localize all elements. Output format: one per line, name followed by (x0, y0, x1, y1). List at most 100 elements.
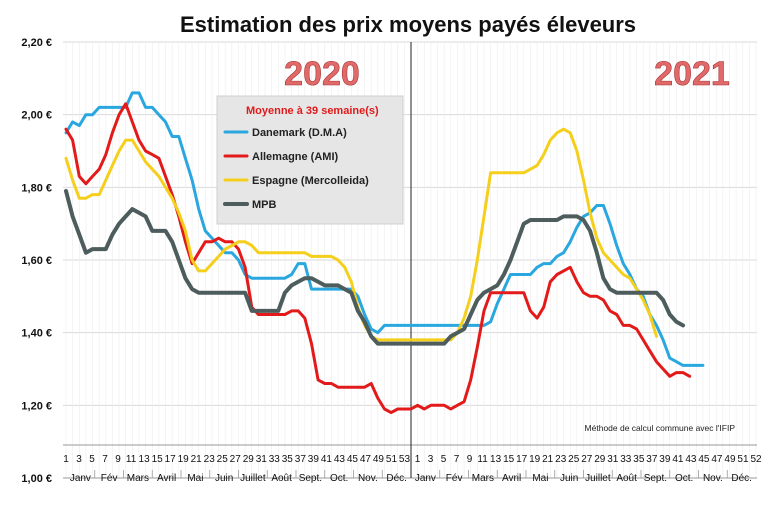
method-note: Méthode de calcul commune avec l'IFIP (585, 423, 736, 433)
x-tick-label: 7 (102, 454, 108, 465)
x-tick-label: 5 (441, 454, 447, 465)
grid-lines (63, 41, 757, 479)
month-label: Oct. (675, 473, 693, 484)
x-tick-label: 41 (321, 454, 333, 465)
x-tick-label: 37 (295, 454, 307, 465)
x-tick-label: 49 (724, 454, 736, 465)
x-tick-label: 25 (217, 454, 229, 465)
year-label-2021: 2021 (654, 55, 730, 93)
x-tick-label: 1 (63, 454, 69, 465)
month-label: Mai (187, 473, 203, 484)
x-tick-label: 41 (672, 454, 684, 465)
x-tick-label: 31 (607, 454, 619, 465)
y-tick-label: 1,80 € (21, 182, 52, 194)
y-tick-label: 1,40 € (21, 328, 52, 340)
x-tick-label: 19 (178, 454, 190, 465)
x-axis: 1 3 5 7 9 11 13 15 17 19 21 23 25 27 29 31 33 35 37 39 41 43 4… (63, 444, 762, 484)
x-tick-label: 25 (568, 454, 580, 465)
x-tick-label: 3 (76, 454, 82, 465)
year-label-2020: 2020 (284, 55, 360, 93)
month-label: Nov. (703, 473, 723, 484)
month-label: Mai (532, 473, 548, 484)
y-tick-label: 2,00 € (21, 110, 52, 122)
x-tick-label: 43 (685, 454, 697, 465)
legend-label: Danemark (D.M.A) (252, 127, 347, 139)
x-tick-label: 15 (503, 454, 515, 465)
legend: Moyenne à 39 semaine(s) Danemark (D.M.A)… (216, 95, 404, 225)
series-line-3 (64, 189, 685, 346)
legend-title: Moyenne à 39 semaine(s) (246, 105, 379, 117)
x-tick-label: 39 (659, 454, 671, 465)
x-tick-label: 43 (334, 454, 346, 465)
x-tick-label: 37 (646, 454, 658, 465)
y-tick-label: 1,60 € (21, 255, 52, 267)
month-label: Avril (157, 473, 176, 484)
y-tick-label: 2,20 € (21, 37, 52, 49)
month-label: Sept. (644, 473, 667, 484)
x-tick-label: 7 (454, 454, 460, 465)
month-label: Déc. (386, 473, 407, 484)
legend-label: Allemagne (AMI) (252, 151, 339, 163)
x-tick-label: 51 (737, 454, 749, 465)
x-tick-label: 53 (399, 454, 411, 465)
x-tick-label: 1 (415, 454, 421, 465)
x-tick-label: 23 (204, 454, 216, 465)
x-tick-label: 35 (282, 454, 294, 465)
series-lines (64, 91, 705, 415)
series-line-0 (64, 91, 705, 367)
x-tick-label: 3 (428, 454, 434, 465)
month-label: Janv (70, 473, 91, 484)
month-label: Juillet (240, 473, 266, 484)
y-tick-label: 1,20 € (21, 400, 52, 412)
month-label: Juillet (585, 473, 611, 484)
x-tick-label: 13 (139, 454, 151, 465)
month-label: Fév (446, 473, 463, 484)
x-tick-label: 47 (360, 454, 372, 465)
month-label: Avril (502, 473, 521, 484)
x-tick-label: 9 (467, 454, 473, 465)
x-tick-label: 52 (750, 454, 762, 465)
month-label: Mars (472, 473, 494, 484)
month-label: Déc. (731, 473, 752, 484)
x-tick-label: 13 (490, 454, 502, 465)
x-tick-label: 19 (529, 454, 541, 465)
legend-label: MPB (252, 199, 277, 211)
x-tick-label: 11 (126, 454, 137, 465)
x-tick-label: 9 (115, 454, 121, 465)
x-tick-label: 15 (152, 454, 164, 465)
month-label: Oct. (330, 473, 348, 484)
series-line-1 (64, 102, 692, 415)
chart-title: Estimation des prix moyens payés éleveur… (180, 12, 636, 37)
x-tick-label: 27 (230, 454, 242, 465)
month-label: Mars (127, 473, 149, 484)
x-tick-label: 17 (165, 454, 177, 465)
x-tick-label: 33 (269, 454, 281, 465)
x-tick-label: 17 (516, 454, 528, 465)
x-tick-label: 11 (477, 454, 488, 465)
x-tick-label: 51 (386, 454, 398, 465)
x-tick-label: 45 (347, 454, 359, 465)
x-tick-label: 29 (243, 454, 255, 465)
y-tick-label: 1,00 € (21, 473, 52, 485)
x-tick-label: 31 (256, 454, 268, 465)
month-label: Août (271, 473, 292, 484)
x-tick-label: 45 (698, 454, 710, 465)
y-axis-ticks: 1,00 € 1,20 € 1,40 € 1,60 € 1,80 € 2,00 € 2,20… (21, 37, 52, 485)
x-tick-label: 5 (89, 454, 95, 465)
x-tick-label: 35 (633, 454, 645, 465)
x-tick-label: 21 (191, 454, 203, 465)
x-tick-label: 29 (594, 454, 606, 465)
month-label: Août (616, 473, 637, 484)
month-label: Sept. (299, 473, 322, 484)
month-label: Nov. (358, 473, 378, 484)
month-label: Janv (415, 473, 436, 484)
month-label: Fév (101, 473, 118, 484)
x-tick-label: 33 (620, 454, 632, 465)
x-tick-label: 23 (555, 454, 567, 465)
legend-label: Espagne (Mercolleida) (252, 175, 369, 187)
x-tick-label: 21 (542, 454, 554, 465)
x-tick-label: 39 (308, 454, 320, 465)
x-tick-label: 49 (373, 454, 385, 465)
month-label: Juin (560, 473, 578, 484)
